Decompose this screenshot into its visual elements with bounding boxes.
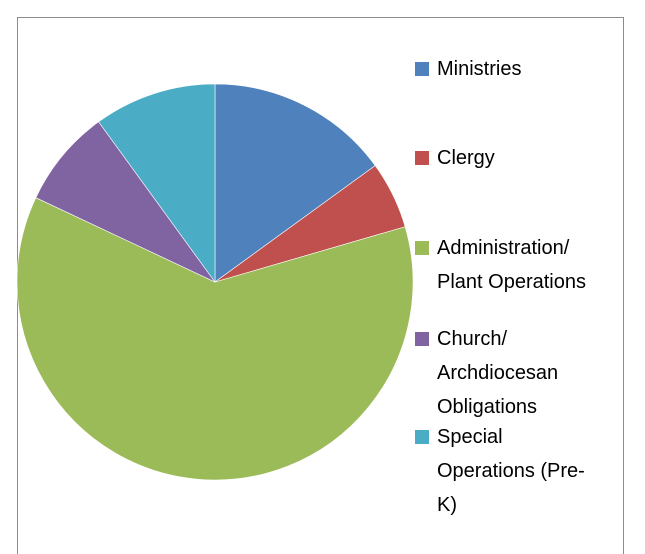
legend-label-special-operations: Special Operations (Pre- K) [437,426,585,516]
legend-swatch-clergy [415,151,429,165]
slice-administration [16,197,414,481]
legend-swatch-ministries [415,62,429,76]
slice-church-obligations [35,121,216,283]
legend-swatch-special-operations [415,430,429,444]
legend-swatch-church-obligations [415,332,429,346]
legend-label-ministries: Ministries [437,58,522,80]
legend-label-church-obligations: Church/ Archdiocesan Obligations [437,328,559,418]
legend-label-administration: Administration/ Plant Operations [437,237,586,293]
slice-special-operations [98,83,216,283]
legend-swatch-administration [415,241,429,255]
slice-ministries [214,83,376,283]
legend-label-clergy: Clergy [437,147,495,169]
